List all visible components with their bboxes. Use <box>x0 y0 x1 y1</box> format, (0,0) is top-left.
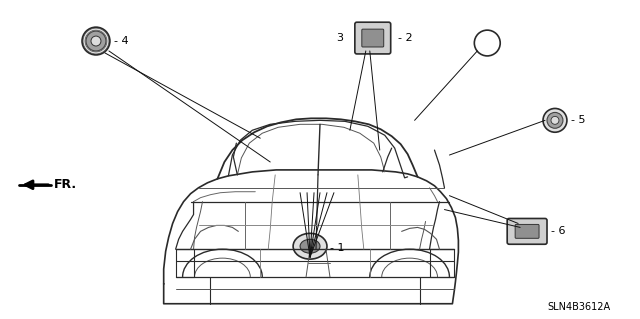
Text: - 2: - 2 <box>397 33 412 43</box>
Circle shape <box>82 27 110 55</box>
FancyBboxPatch shape <box>515 225 539 238</box>
FancyBboxPatch shape <box>362 29 384 47</box>
Circle shape <box>543 108 567 132</box>
Ellipse shape <box>300 239 320 253</box>
Text: - 4: - 4 <box>114 36 129 46</box>
Circle shape <box>91 36 101 46</box>
Ellipse shape <box>293 234 327 259</box>
Circle shape <box>551 116 559 124</box>
FancyBboxPatch shape <box>507 219 547 244</box>
Text: - 1: - 1 <box>330 243 344 253</box>
FancyBboxPatch shape <box>355 22 390 54</box>
Circle shape <box>86 31 106 51</box>
Text: FR.: FR. <box>54 178 77 191</box>
Text: SLN4B3612A: SLN4B3612A <box>547 302 611 312</box>
Text: 3: 3 <box>337 33 348 43</box>
Circle shape <box>547 112 563 128</box>
Text: - 5: - 5 <box>571 115 586 125</box>
Text: - 6: - 6 <box>551 226 566 236</box>
